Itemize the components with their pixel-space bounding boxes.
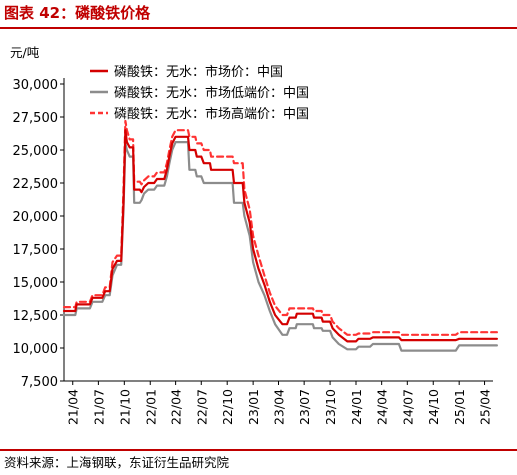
legend-label-2: 磷酸铁：无水：市场高端价：中国 <box>114 106 309 122</box>
x-tick-label: 22/01 <box>143 389 158 425</box>
y-tick-label: 10,000 <box>13 342 59 357</box>
y-tick-label: 20,000 <box>13 210 59 225</box>
x-tick-label: 22/04 <box>169 389 184 425</box>
series-line-0 <box>62 129 498 343</box>
y-tick-label: 30,000 <box>13 78 59 93</box>
y-axis-label: 元/吨 <box>10 45 40 60</box>
y-tick-label: 12,500 <box>13 309 59 324</box>
legend-label-1: 磷酸铁：无水：市场低端价：中国 <box>114 85 309 101</box>
figure-title: 图表 42：磷酸铁价格 <box>4 4 151 22</box>
y-tick-label: 7,500 <box>21 375 58 390</box>
series-group <box>62 119 498 352</box>
y-tick-label: 25,000 <box>13 144 59 159</box>
x-tick-label: 21/04 <box>66 389 81 425</box>
series-line-1 <box>62 140 498 352</box>
x-tick-label: 25/01 <box>452 389 467 425</box>
x-tick-label: 24/10 <box>426 389 441 425</box>
x-tick-label: 23/04 <box>272 389 287 425</box>
x-tick-label: 22/07 <box>194 389 209 425</box>
x-tick-label: 25/04 <box>478 389 493 425</box>
x-tick-label: 24/01 <box>349 389 364 425</box>
y-tick-label: 17,500 <box>13 243 59 258</box>
legend-label-0: 磷酸铁：无水：市场价：中国 <box>114 64 283 80</box>
x-tick-label: 21/07 <box>91 389 106 425</box>
x-tick-label: 23/01 <box>246 389 261 425</box>
x-tick-label: 24/04 <box>375 389 390 425</box>
title-rule <box>0 27 517 29</box>
axes: 7,500 10,000 12,500 15,000 17,500 20,000 22,50… <box>13 78 493 425</box>
y-tick-label: 15,000 <box>13 276 59 291</box>
source-rule <box>0 449 517 451</box>
y-tick-label: 27,500 <box>13 111 59 126</box>
x-tick-label: 21/10 <box>117 389 132 425</box>
y-tick-label: 22,500 <box>13 177 59 192</box>
x-tick-label: 24/07 <box>400 389 415 425</box>
x-tick-label: 23/07 <box>297 389 312 425</box>
source-note: 资料来源：上海钢联，东证衍生品研究院 <box>4 455 230 470</box>
x-tick-label: 23/10 <box>323 389 338 425</box>
price-chart: 元/吨 磷酸铁：无水：市场价：中国磷酸铁：无水：市场低端价：中国磷酸铁：无水：市… <box>10 45 498 425</box>
legend: 磷酸铁：无水：市场价：中国磷酸铁：无水：市场低端价：中国磷酸铁：无水：市场高端价… <box>90 64 309 122</box>
x-tick-label: 22/10 <box>220 389 235 425</box>
